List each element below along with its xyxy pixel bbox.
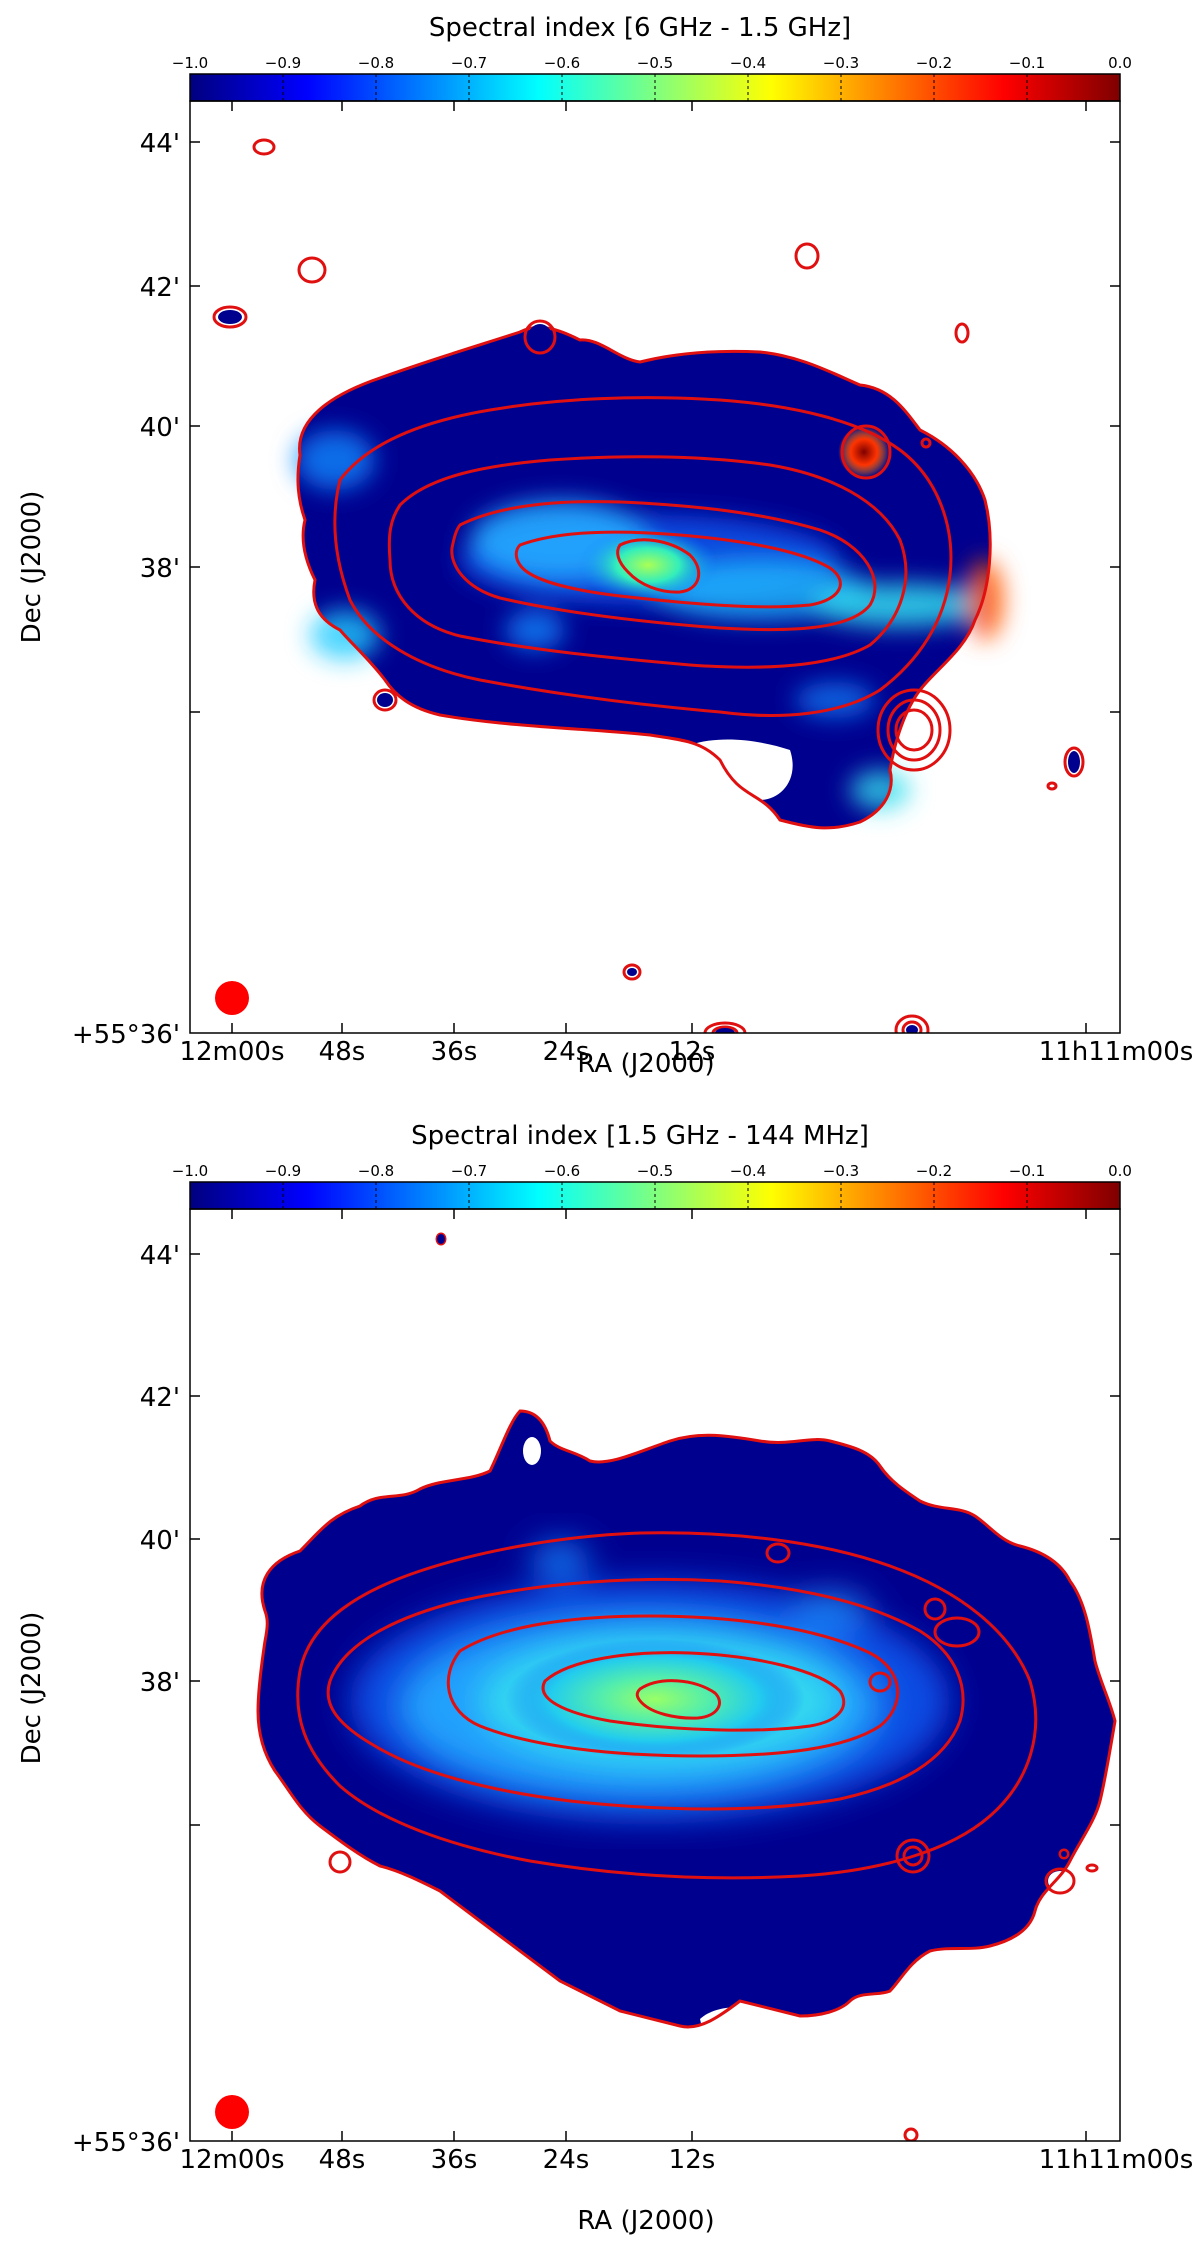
dec-tick-labels: 44' 42' 40' 38' +55°36' [72,129,180,1050]
dec-tick-label: 38' [140,1668,180,1698]
spectral-map-figure-top: Spectral index [6 GHz - 1.5 GHz] −1.0 −0.… [17,13,1193,1079]
colorbar-tick-label: −0.2 [916,1162,952,1180]
ra-tick-label: 11h11m00s [1039,2145,1194,2175]
dec-tick-label: 40' [140,413,180,443]
colorbar-tick-label: 0.0 [1108,1162,1132,1180]
dec-tick-label: 42' [140,273,180,303]
compact-sources [437,1234,1067,1857]
colorbar: −1.0 −0.9 −0.8 −0.7 −0.6 −0.5 −0.4 −0.3 −0.2 −0.1… [172,1162,1132,1210]
colorbar-tick-label: −0.7 [451,54,487,72]
dec-axis-label: Dec (J2000) [17,491,47,644]
axis-ticks [190,1209,1120,2141]
colorbar-tick-label: −0.6 [544,1162,580,1180]
ra-tick-label: 12s [669,1037,716,1067]
colorbar-tick-label: −0.3 [823,1162,859,1180]
dec-tick-label: 40' [140,1526,180,1556]
dec-tick-label: 38' [140,554,180,584]
colorbar: −1.0 −0.9 −0.8 −0.7 −0.6 −0.5 −0.4 −0.3 −0.2 −0.1… [172,54,1132,102]
ra-tick-label: 24s [543,1037,590,1067]
colorbar-tick-label: −0.8 [358,54,394,72]
beam-size-marker [215,981,249,1015]
colorbar-tick-label: −0.8 [358,1162,394,1180]
dec-tick-label: 44' [140,1241,180,1271]
ra-tick-label: 48s [319,1037,366,1067]
colorbar-tick-label: −0.1 [1009,54,1045,72]
ra-tick-labels: 12m00s 48s 36s 24s 12s 11h11m00s [179,1037,1193,1067]
spectral-map-panel-top: Spectral index [6 GHz - 1.5 GHz] −1.0 −0.… [17,13,1193,1079]
axis-ticks [190,101,1120,1033]
background-source [838,426,890,478]
spectral-map-figure-bottom: Spectral index [1.5 GHz - 144 MHz] −1.0−… [17,1121,1193,2236]
colorbar-tick-label: −0.5 [637,1162,673,1180]
colorbar-tick-label: −0.6 [544,54,580,72]
galaxy-core [578,527,718,603]
colorbar-tick-label: −0.9 [265,54,301,72]
dec-tick-labels: 44' 42' 40' 38' +55°36' [72,1241,180,2158]
colorbar-tick-label: −0.1 [1009,1162,1045,1180]
ra-tick-label: 24s [543,2145,590,2175]
colorbar-tick-label: −0.5 [637,54,673,72]
beam-size-marker [215,2095,249,2129]
spectral-index-map [215,1232,1117,2141]
emission-gaps [290,1437,1072,2063]
panel-title: Spectral index [6 GHz - 1.5 GHz] [429,13,851,43]
colorbar-tick-label: −0.9 [265,1162,301,1180]
ra-tick-label: 12s [669,2145,716,2175]
ra-axis-label: RA (J2000) [577,1049,714,1079]
colorbar-ticks: −1.0 −0.9 −0.8 −0.7 −0.6 −0.5 −0.4 −0.3 −0.2 −0.1… [172,54,1132,101]
dec-tick-label: 42' [140,1383,180,1413]
colorbar-tick-label: 0.0 [1108,54,1132,72]
colorbar-tick-label: −0.3 [823,54,859,72]
ra-tick-label: 36s [431,2145,478,2175]
ra-tick-label: 36s [431,1037,478,1067]
contours [212,138,1085,1033]
colorbar-tick-label: −0.4 [730,1162,766,1180]
ra-tick-label: 48s [319,2145,366,2175]
ra-axis-label: RA (J2000) [577,2206,714,2236]
ra-tick-labels: 12m00s 48s 36s 24s 12s 11h11m00s [179,2145,1193,2175]
colorbar-tick-label: −0.2 [916,54,952,72]
dec-tick-label: 44' [140,129,180,159]
contours [256,1232,1117,2141]
ra-tick-label: 12m00s [179,2145,284,2175]
colorbar-tick-label: −1.0 [172,1162,208,1180]
colorbar-tick-label: −1.0 [172,54,208,72]
colorbar-tick-label: −0.4 [730,54,766,72]
dec-axis-label: Dec (J2000) [17,1612,47,1765]
compact-sources [218,310,1080,1033]
spectral-map-panel-bottom: Spectral index [1.5 GHz - 144 MHz] −1.0−… [0,1121,1200,2242]
dec-tick-label: +55°36' [72,1020,180,1050]
colorbar-ticks: −1.0 −0.9 −0.8 −0.7 −0.6 −0.5 −0.4 −0.3 −0.2 −0.1… [172,1162,1132,1209]
colorbar-tick-label: −0.7 [451,1162,487,1180]
panel-title: Spectral index [1.5 GHz - 144 MHz] [411,1121,869,1151]
dec-tick-label: +55°36' [72,2128,180,2158]
ra-tick-label: 12m00s [179,1037,284,1067]
ra-tick-label: 11h11m00s [1039,1037,1194,1067]
spectral-index-map [212,138,1085,1033]
plot-frame [189,1208,1121,2142]
